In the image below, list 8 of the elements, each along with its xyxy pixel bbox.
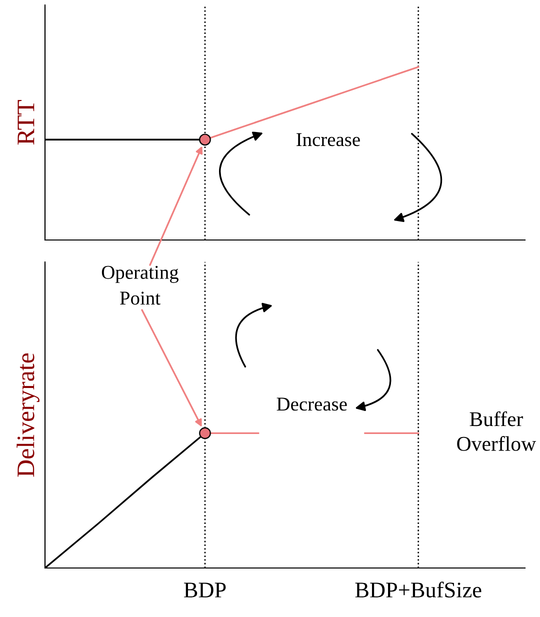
x-tick-label: BDP <box>184 582 226 598</box>
y-axis-title: Deliveryrate <box>16 353 40 477</box>
annotation: Operating Point <box>102 266 179 305</box>
text: Decrease <box>276 398 347 411</box>
annotation: Increase <box>296 133 360 146</box>
x-tick-label: BDP+BufSize <box>355 582 482 598</box>
annotation: Buffer Overflow <box>457 411 536 451</box>
y-axis-title: RTT <box>18 100 34 145</box>
